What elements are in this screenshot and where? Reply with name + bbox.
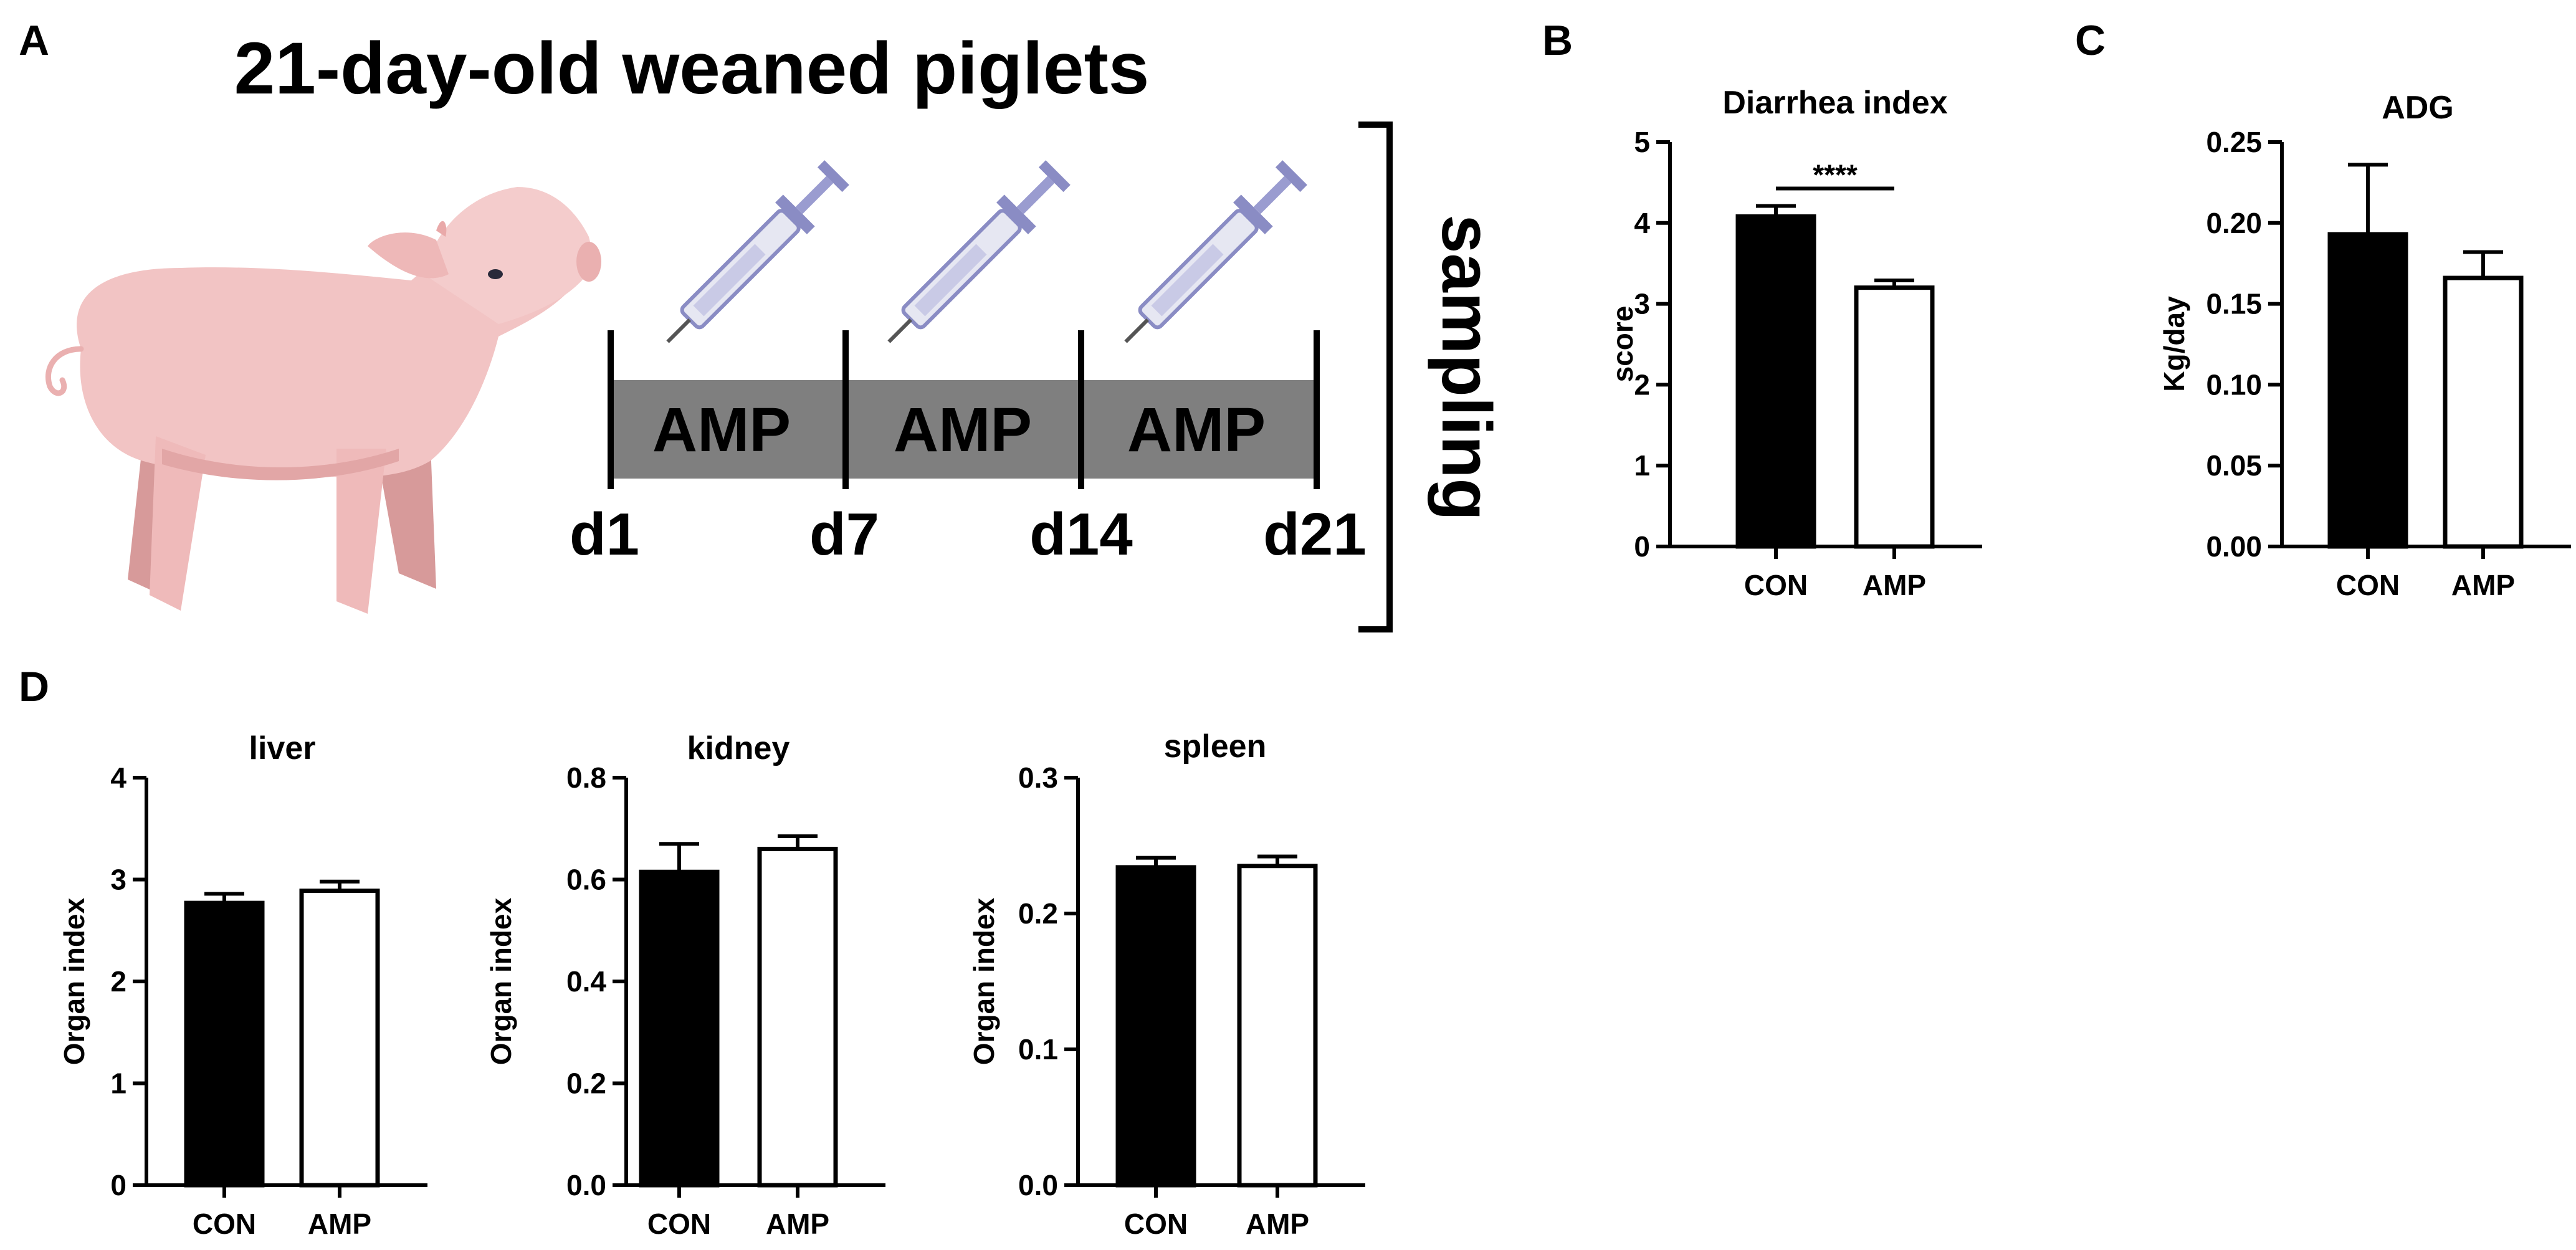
x-tick-label: AMP [1246, 1208, 1309, 1240]
pig-illustration [45, 187, 601, 614]
bar-amp [2443, 275, 2524, 549]
segment-label: AMP [1127, 395, 1266, 465]
charts: Diarrhea index score 0 1 2 3 4 5 CON AMP **** ADG Kg… [58, 85, 2571, 1240]
x-tick-label: AMP [1863, 569, 1926, 601]
significance-label: **** [1813, 159, 1858, 191]
x-tick-label: AMP [766, 1208, 829, 1240]
y-tick-label: 0.05 [2206, 449, 2262, 482]
y-tick-label: 1 [1634, 449, 1650, 482]
y-tick-label: 0 [1634, 530, 1650, 563]
schematic-title: 21-day-old weaned piglets [234, 27, 1150, 110]
x-tick-label: CON [1744, 569, 1808, 601]
y-tick-label: 0.25 [2206, 126, 2262, 158]
segment-label: AMP [894, 395, 1032, 465]
timeline-bar [611, 380, 1317, 479]
chart-adg: ADG Kg/day 0.00 0.05 0.10 0.15 0.20 0.25 CON AMP [2158, 90, 2571, 601]
bar-con [639, 869, 720, 1188]
bar-con [2327, 232, 2408, 549]
panel-label-b: B [1542, 17, 1573, 64]
x-tick-label: CON [1124, 1208, 1188, 1240]
y-tick-label: 0.20 [2206, 207, 2262, 239]
chart-title: ADG [2382, 90, 2454, 126]
day-label: d21 [1263, 501, 1366, 568]
y-axis-label: Kg/day [2158, 296, 2190, 392]
y-tick-label: 4 [110, 761, 126, 794]
chart-kidney: kidney Organ index 0.0 0.2 0.4 0.6 0.8 CON AMP [485, 730, 885, 1240]
y-tick-label: 4 [1634, 207, 1650, 239]
chart-spleen: spleen Organ index 0.0 0.1 0.2 0.3 CON AMP [968, 728, 1365, 1240]
chart-title: spleen [1164, 728, 1267, 765]
day-label: d7 [809, 501, 879, 568]
bar-amp [757, 846, 838, 1188]
panel-label-c: C [2075, 17, 2106, 64]
chart-title: liver [249, 730, 316, 766]
bar-con [1735, 214, 1816, 549]
y-tick-label: 2 [110, 965, 126, 998]
y-tick-label: 0.6 [566, 864, 606, 896]
chart-title: Diarrhea index [1722, 85, 1947, 121]
segment-label: AMP [652, 395, 791, 465]
panel-label-d: D [19, 663, 49, 710]
y-tick-label: 0.3 [1018, 761, 1058, 794]
y-tick-label: 0.2 [566, 1067, 606, 1100]
day-label: d14 [1029, 501, 1132, 568]
y-tick-label: 0.1 [1018, 1033, 1058, 1066]
y-tick-label: 0 [110, 1169, 126, 1201]
y-tick-label: 0.00 [2206, 530, 2262, 563]
sampling-label: sampling [1428, 214, 1505, 521]
y-axis-label: Organ index [968, 897, 1000, 1065]
y-tick-label: 0.0 [566, 1169, 606, 1201]
y-tick-label: 0.4 [566, 965, 606, 998]
y-tick-label: 0.8 [566, 761, 606, 794]
sampling-bracket [1358, 122, 1393, 632]
bar-amp [299, 888, 380, 1188]
chart-diarrhea: Diarrhea index score 0 1 2 3 4 5 CON AMP **** [1606, 85, 1982, 601]
y-tick-label: 0.10 [2206, 368, 2262, 401]
bar-con [1115, 865, 1196, 1188]
chart-liver: liver Organ index 0 1 2 3 4 CON AMP [58, 730, 427, 1240]
x-tick-label: AMP [308, 1208, 371, 1240]
y-axis-label: score [1606, 306, 1639, 383]
bar-amp [1237, 864, 1318, 1188]
syringe-icon-1 [666, 160, 849, 343]
x-tick-label: CON [647, 1208, 711, 1240]
y-axis-label: Organ index [58, 897, 90, 1065]
y-tick-label: 2 [1634, 368, 1650, 401]
syringe-icon-2 [887, 160, 1071, 343]
y-tick-label: 0.15 [2206, 288, 2262, 320]
day-label: d1 [570, 501, 639, 568]
x-tick-label: AMP [2451, 569, 2515, 601]
y-tick-label: 3 [110, 864, 126, 896]
x-tick-label: CON [2336, 569, 2400, 601]
x-tick-label: CON [193, 1208, 256, 1240]
bar-con [184, 900, 265, 1188]
chart-title: kidney [687, 730, 790, 766]
schematic: 21-day-old weaned piglets [45, 27, 1505, 632]
y-tick-label: 5 [1634, 126, 1650, 158]
y-axis-label: Organ index [485, 897, 517, 1065]
y-tick-label: 1 [110, 1067, 126, 1100]
y-tick-label: 0.0 [1018, 1169, 1058, 1201]
y-tick-label: 3 [1634, 288, 1650, 320]
y-tick-label: 0.2 [1018, 897, 1058, 930]
panel-label-a: A [19, 17, 49, 64]
bar-amp [1854, 285, 1935, 549]
syringe-icon-3 [1124, 160, 1307, 343]
pig-eye [488, 269, 503, 279]
